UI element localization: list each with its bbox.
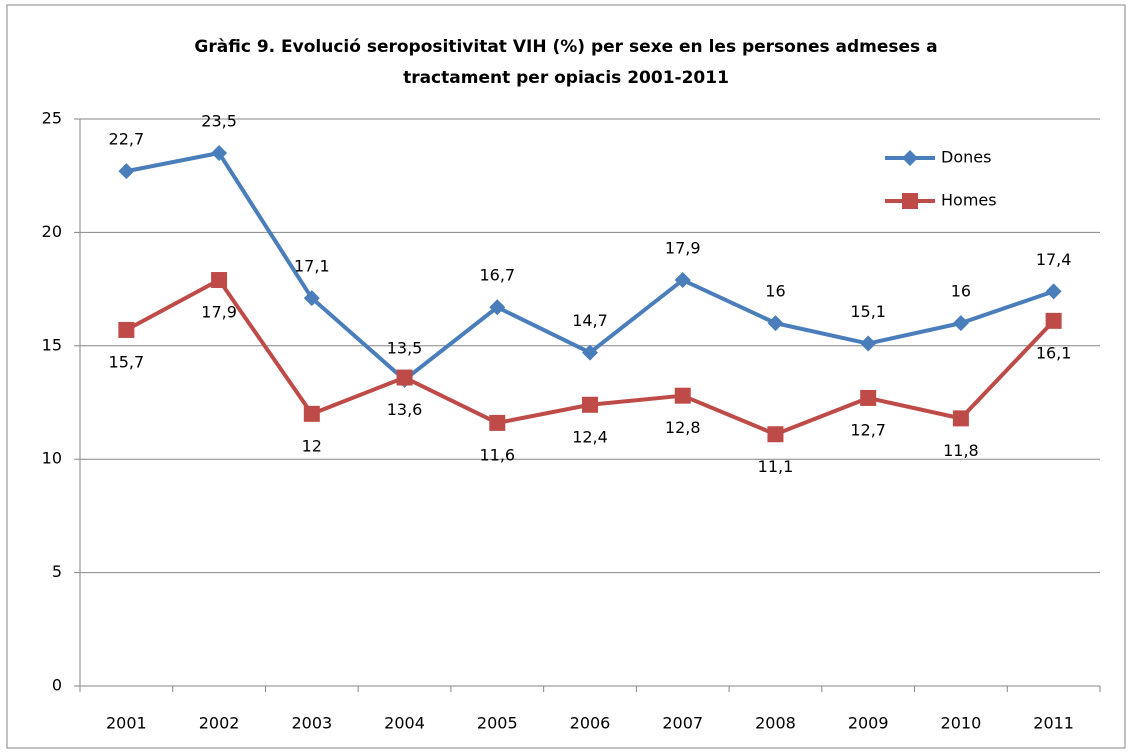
data-label: 13,5 <box>387 338 423 357</box>
x-tick-label: 2005 <box>477 714 518 733</box>
marker <box>118 321 135 338</box>
marker <box>118 163 135 180</box>
chart-title: Gràfic 9. Evolució seropositivitat VIH (… <box>194 37 937 57</box>
y-tick-label: 5 <box>52 562 62 581</box>
marker <box>1045 312 1062 329</box>
legend-label: Homes <box>941 191 997 210</box>
x-tick-label: 2002 <box>199 714 240 733</box>
marker <box>674 387 691 404</box>
x-tick-label: 2004 <box>384 714 425 733</box>
data-label: 17,4 <box>1036 250 1072 269</box>
data-label: 13,6 <box>387 400 423 419</box>
data-label: 17,9 <box>201 303 237 322</box>
data-label: 11,6 <box>479 445 515 464</box>
marker <box>396 369 413 386</box>
marker <box>582 396 598 413</box>
marker <box>767 426 784 443</box>
data-label: 11,1 <box>758 457 794 476</box>
marker <box>303 290 320 307</box>
marker <box>1045 283 1062 300</box>
data-label: 23,5 <box>201 112 237 131</box>
x-tick-label: 2008 <box>755 714 796 733</box>
data-label: 12 <box>302 436 322 455</box>
x-tick-label: 2009 <box>848 714 889 733</box>
y-tick-label: 10 <box>42 449 62 468</box>
x-tick-label: 2010 <box>941 714 982 733</box>
data-label: 15,1 <box>850 302 886 321</box>
x-tick-label: 2003 <box>291 714 332 733</box>
data-label: 12,8 <box>665 418 701 437</box>
x-tick-label: 2006 <box>570 714 611 733</box>
data-label: 11,8 <box>943 441 979 460</box>
data-label: 15,7 <box>109 352 145 371</box>
marker <box>582 344 598 361</box>
marker <box>860 389 877 406</box>
data-label: 16 <box>765 282 785 301</box>
data-label: 22,7 <box>109 130 145 149</box>
marker <box>489 299 506 316</box>
marker <box>489 414 506 431</box>
data-label: 17,9 <box>665 239 701 258</box>
data-label: 12,7 <box>850 420 886 439</box>
marker <box>303 405 320 422</box>
marker <box>902 193 918 209</box>
marker <box>674 272 691 289</box>
data-label: 17,1 <box>294 257 330 276</box>
marker <box>767 315 784 332</box>
data-label: 14,7 <box>572 311 608 330</box>
marker <box>902 150 918 166</box>
x-tick-label: 2011 <box>1033 714 1074 733</box>
marker <box>211 272 228 289</box>
data-label: 16,1 <box>1036 343 1072 362</box>
x-tick-label: 2001 <box>106 714 147 733</box>
marker <box>211 145 228 162</box>
y-tick-label: 0 <box>52 676 62 695</box>
data-label: 16 <box>951 282 971 301</box>
marker <box>860 335 877 352</box>
x-tick-label: 2007 <box>662 714 703 733</box>
data-label: 16,7 <box>479 266 515 285</box>
marker <box>952 315 969 332</box>
y-tick-label: 25 <box>42 109 62 128</box>
chart-frame <box>6 4 1126 749</box>
marker <box>952 410 969 427</box>
data-label: 12,4 <box>572 427 608 446</box>
legend-label: Dones <box>941 148 991 167</box>
y-tick-label: 20 <box>42 222 62 241</box>
chart-title: tractament per opiacis 2001-2011 <box>403 68 729 88</box>
y-tick-label: 15 <box>42 335 62 354</box>
